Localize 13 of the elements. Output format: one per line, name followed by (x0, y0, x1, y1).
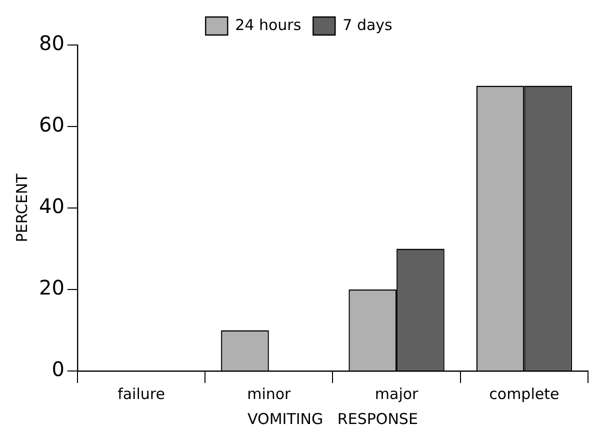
y-axis-title: PERCENT (12, 172, 31, 242)
x-axis-title: VOMITING RESPONSE (248, 410, 418, 428)
y-tick-label: 80 (38, 31, 64, 56)
x-tick-label: failure (118, 384, 165, 403)
x-tick-label: complete (489, 384, 560, 403)
legend-label: 7 days (342, 16, 393, 34)
legend-label: 24 hours (235, 16, 302, 34)
y-tick-label: 0 (52, 357, 64, 382)
x-tick-label: major (374, 384, 420, 403)
y-tick-label: 60 (38, 112, 64, 137)
x-tick-label: minor (247, 384, 292, 403)
y-tick-label: 40 (38, 194, 64, 218)
y-tick-label: 20 (38, 276, 64, 300)
